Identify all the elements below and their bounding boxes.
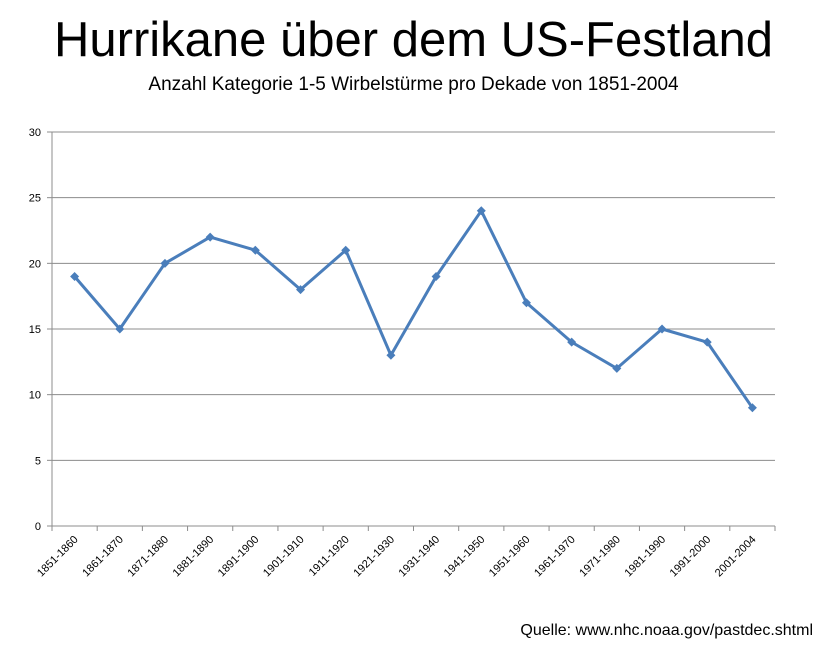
series bbox=[70, 206, 757, 413]
y-axis-tick-labels: 0 5 10 15 20 25 30 bbox=[29, 127, 41, 533]
data-point-marker bbox=[205, 232, 215, 242]
chart-subtitle: Anzahl Kategorie 1-5 Wirbelstürme pro De… bbox=[148, 74, 679, 95]
data-point-marker bbox=[612, 363, 622, 373]
x-tick-label: 1901-1910 bbox=[261, 534, 307, 580]
axes bbox=[47, 131, 776, 531]
x-tick-label: 1951-1960 bbox=[487, 534, 533, 580]
data-point-marker bbox=[341, 245, 351, 255]
y-tick-label: 15 bbox=[29, 324, 41, 336]
x-tick-label: 1851-1860 bbox=[35, 534, 81, 580]
series-line bbox=[73, 209, 754, 409]
data-point-marker bbox=[567, 337, 577, 347]
gridlines bbox=[52, 131, 775, 461]
data-point-marker bbox=[386, 350, 396, 360]
y-tick-label: 30 bbox=[29, 127, 41, 139]
x-axis-tick-labels: 1851-1860 1861-1870 1871-1880 1881-1890 1891… bbox=[35, 534, 758, 580]
data-point-marker bbox=[250, 245, 260, 255]
x-tick-label: 1931-1940 bbox=[397, 534, 443, 580]
x-tick-label: 1861-1870 bbox=[80, 534, 126, 580]
chart-title: Hurrikane über dem US-Festland bbox=[54, 13, 773, 67]
y-tick-label: 20 bbox=[29, 258, 41, 270]
data-point-marker bbox=[747, 403, 757, 413]
data-point-marker bbox=[160, 258, 170, 268]
x-tick-label: 1911-1920 bbox=[307, 534, 352, 579]
data-point-marker bbox=[431, 271, 441, 281]
x-tick-label: 1891-1900 bbox=[216, 534, 262, 580]
x-tick-label: 1921-1930 bbox=[351, 534, 397, 580]
x-tick-label: 1971-1980 bbox=[577, 534, 623, 580]
y-tick-label: 5 bbox=[35, 455, 41, 467]
data-point-marker bbox=[70, 271, 80, 281]
y-tick-label: 0 bbox=[35, 521, 41, 533]
data-point-marker bbox=[296, 285, 306, 295]
y-tick-label: 10 bbox=[29, 390, 41, 402]
data-point-marker bbox=[115, 324, 125, 334]
x-tick-label: 1941-1950 bbox=[442, 534, 488, 580]
y-tick-label: 25 bbox=[29, 193, 41, 205]
x-tick-label: 1871-1880 bbox=[125, 534, 171, 580]
x-tick-label: 1961-1970 bbox=[532, 534, 578, 580]
x-tick-label: 1981-1990 bbox=[622, 534, 668, 580]
data-point-marker bbox=[702, 337, 712, 347]
data-point-marker bbox=[476, 206, 486, 216]
data-point-marker bbox=[657, 324, 667, 334]
x-tick-label: 1991-2000 bbox=[668, 534, 714, 580]
x-tick-label: 1881-1890 bbox=[171, 534, 217, 580]
data-point-marker bbox=[521, 298, 531, 308]
x-tick-label: 2001-2004 bbox=[713, 534, 759, 580]
source-note: Quelle: www.nhc.noaa.gov/pastdec.shtml bbox=[520, 622, 813, 639]
